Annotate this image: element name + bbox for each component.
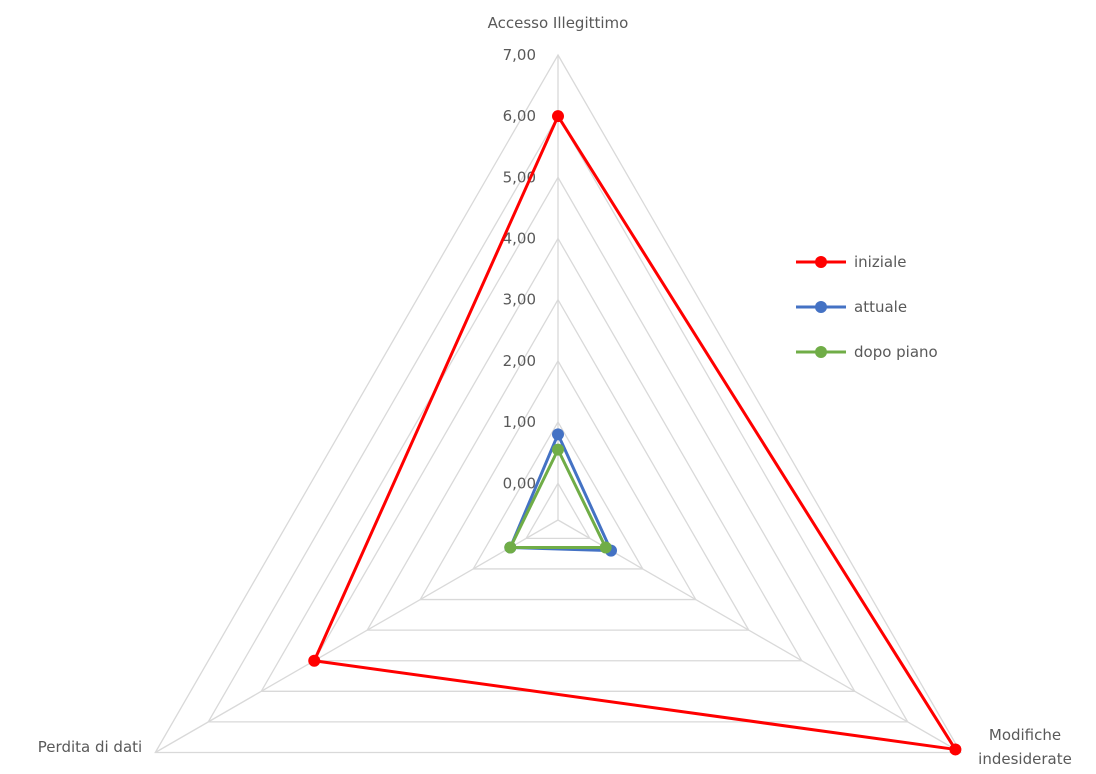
series-line bbox=[312, 114, 957, 751]
radial-tick-labels: 0,001,002,003,004,005,006,007,00 bbox=[503, 46, 536, 492]
series-line bbox=[508, 448, 608, 550]
legend-label: attuale bbox=[854, 298, 907, 316]
category-label: Modifiche indesiderate bbox=[978, 726, 1072, 768]
tick-label: 3,00 bbox=[503, 291, 536, 309]
tick-label: 6,00 bbox=[503, 107, 536, 125]
series-point bbox=[308, 654, 321, 667]
grid-ring bbox=[419, 359, 697, 601]
series-iniziale bbox=[308, 110, 962, 756]
category-label-line: Perdita di dati bbox=[38, 738, 142, 756]
series-layer bbox=[308, 110, 962, 756]
grid-spoke bbox=[154, 519, 559, 754]
series-point bbox=[949, 743, 962, 756]
grid-ring bbox=[525, 481, 591, 540]
series-point bbox=[552, 443, 564, 456]
category-label-line: Accesso Illegittimo bbox=[488, 14, 629, 32]
tick-label: 1,00 bbox=[503, 413, 536, 431]
grid-ring bbox=[366, 298, 750, 631]
radar-grid bbox=[154, 53, 962, 754]
grid-spoke bbox=[557, 519, 962, 754]
series-point bbox=[552, 110, 564, 123]
category-label: Perdita di dati bbox=[38, 738, 142, 756]
tick-label: 4,00 bbox=[503, 230, 536, 248]
series-line bbox=[508, 432, 613, 553]
legend: iniziale attuale dopo piano bbox=[796, 253, 938, 361]
category-label-line: indesiderate bbox=[978, 750, 1072, 768]
series-dopo-piano bbox=[504, 443, 612, 554]
legend-item: dopo piano bbox=[796, 343, 938, 361]
legend-label: dopo piano bbox=[854, 343, 938, 361]
tick-label: 7,00 bbox=[503, 46, 536, 64]
tick-label: 2,00 bbox=[503, 352, 536, 370]
series-point bbox=[504, 541, 517, 554]
grid-ring bbox=[154, 53, 962, 754]
legend-item: iniziale bbox=[796, 253, 906, 271]
legend-item: attuale bbox=[796, 298, 907, 316]
series-point bbox=[552, 428, 564, 441]
legend-swatch-marker bbox=[815, 256, 827, 268]
category-label: Accesso Illegittimo bbox=[488, 14, 629, 32]
category-axis-labels: Accesso Illegittimo Modifiche indesiderate… bbox=[38, 14, 1072, 768]
tick-label: 0,00 bbox=[503, 474, 536, 492]
category-label-line: Modifiche bbox=[989, 726, 1061, 744]
grid-ring bbox=[472, 420, 644, 570]
grid-ring bbox=[313, 237, 803, 662]
legend-swatch-marker bbox=[815, 301, 827, 313]
grid-ring bbox=[207, 114, 909, 723]
series-point bbox=[599, 541, 612, 554]
grid-ring bbox=[260, 176, 856, 692]
legend-swatch-marker bbox=[815, 346, 827, 358]
legend-label: iniziale bbox=[854, 253, 906, 271]
